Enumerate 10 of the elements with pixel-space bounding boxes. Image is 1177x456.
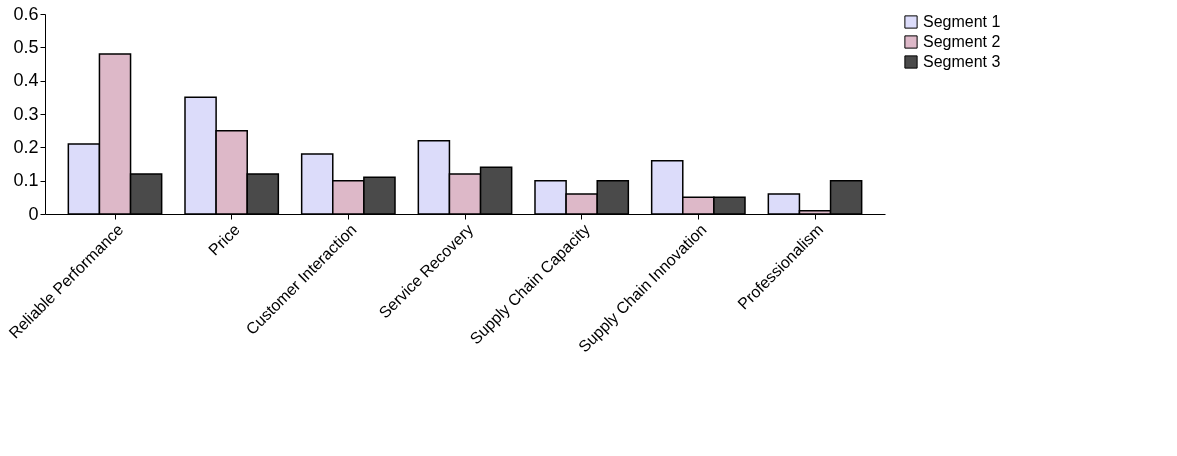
y-tick-label: 0.6	[13, 3, 39, 24]
legend-label: Segment 3	[923, 53, 1001, 70]
y-tick-label: 0.4	[13, 70, 39, 91]
legend-label: Segment 1	[923, 13, 1001, 30]
y-tick-label: 0	[28, 203, 39, 224]
y-tick-label: 0.2	[13, 136, 39, 157]
legend-label: Segment 2	[923, 33, 1001, 50]
y-tick-label: 0.1	[13, 170, 39, 191]
y-tick-label: 0.5	[13, 36, 39, 57]
y-tick-label: 0.3	[13, 103, 39, 124]
